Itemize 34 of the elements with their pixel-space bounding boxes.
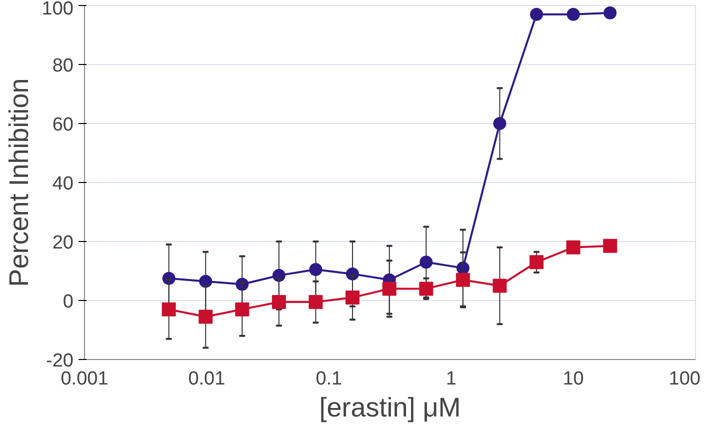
point [420, 256, 433, 269]
x-tick-label: 10 [562, 368, 584, 390]
y-axis-title: Percent Inhibition [4, 78, 34, 287]
y-tick-label: 20 [52, 232, 74, 254]
x-tick-label: 1 [446, 368, 456, 390]
point [492, 278, 507, 293]
x-tick-label: 100 [668, 368, 700, 390]
point [162, 302, 176, 316]
point [604, 6, 617, 20]
point [235, 302, 250, 316]
y-tick-label: 40 [52, 174, 74, 194]
point [456, 272, 470, 287]
y-tick-label: 0 [62, 292, 74, 312]
x-tick-label: 0.1 [316, 368, 342, 390]
point [198, 310, 213, 324]
point [419, 282, 434, 296]
point [346, 290, 360, 305]
y-tick-label: -20 [46, 350, 74, 372]
x-tick-label: 0.001 [60, 368, 108, 390]
point [566, 240, 580, 254]
point [603, 238, 618, 253]
point [272, 294, 286, 309]
y-tick-label: 60 [52, 114, 74, 136]
x-axis-title: [erastin] μM [319, 392, 461, 422]
y-tick-label: 80 [52, 56, 74, 76]
y-tick-label: 100 [42, 0, 74, 20]
point [308, 294, 323, 309]
x-tick-label: 0.01 [188, 368, 226, 390]
point [530, 8, 544, 21]
point [382, 282, 396, 296]
point [530, 255, 544, 270]
point [493, 117, 506, 130]
point [309, 263, 322, 276]
point [566, 8, 580, 21]
